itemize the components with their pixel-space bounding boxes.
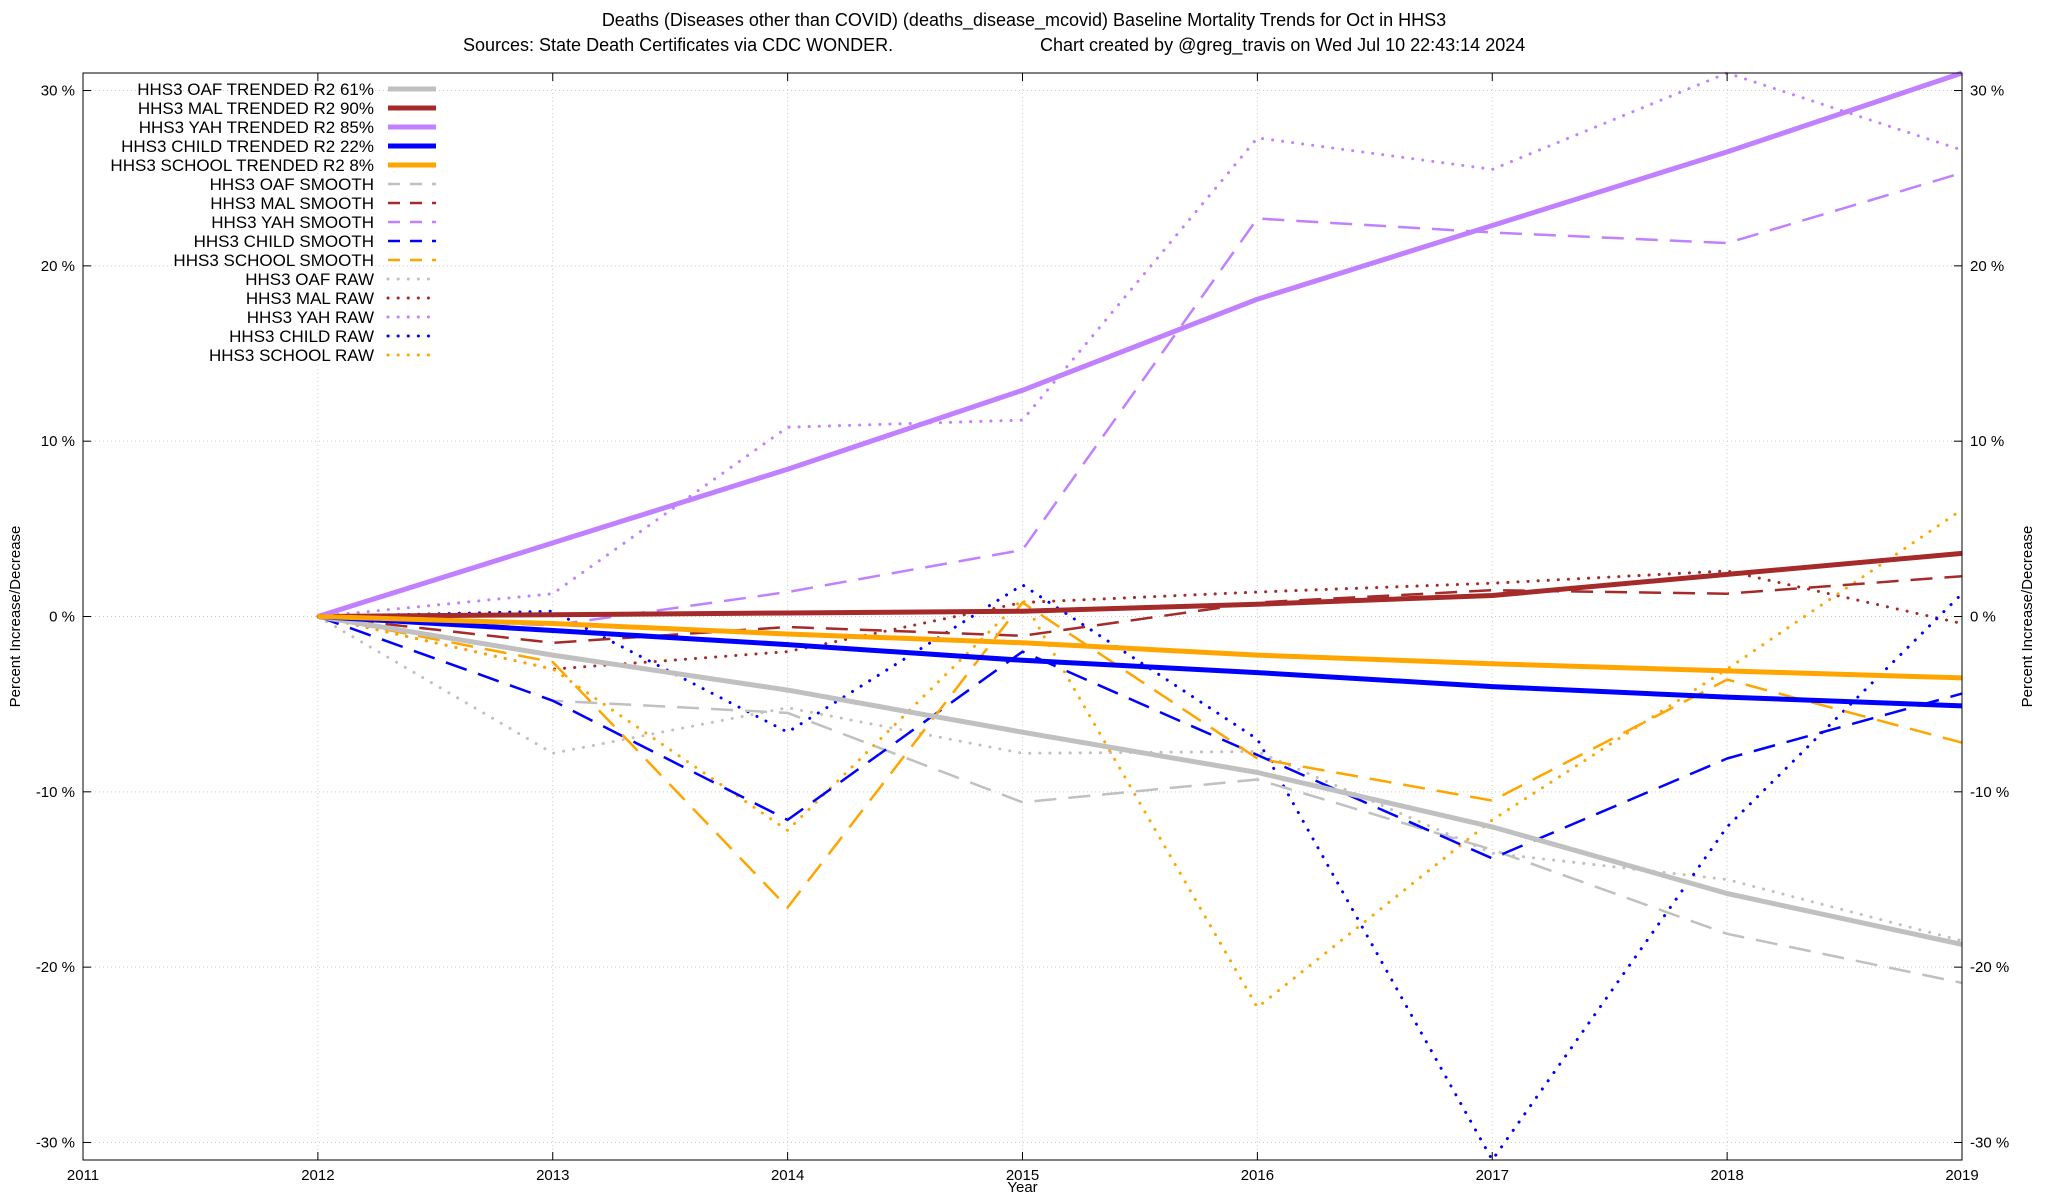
y-tick-label-right: 20 % bbox=[1970, 258, 2004, 275]
series-line-hhs3-yah-raw bbox=[316, 71, 1964, 618]
legend-label: HHS3 MAL RAW bbox=[246, 289, 374, 308]
series-line-hhs3-mal-smooth bbox=[317, 574, 1963, 645]
y-tick-label-left: -20 % bbox=[36, 959, 75, 976]
legend-label: HHS3 MAL SMOOTH bbox=[210, 194, 374, 213]
legend-label: HHS3 YAH RAW bbox=[247, 308, 374, 327]
y-tick-label-right: 10 % bbox=[1970, 433, 2004, 450]
series-line-hhs3-school-smooth bbox=[317, 601, 1963, 909]
series-line-hhs3-mal-trended-r2-90 bbox=[317, 550, 1963, 619]
x-axis-title: Year bbox=[1007, 1179, 1037, 1196]
series-line-hhs3-oaf-trended-r2-61 bbox=[317, 614, 1963, 947]
x-tick-label: 2015 bbox=[1006, 1167, 1039, 1184]
chart-subtitle-credit: Chart created by @greg_travis on Wed Jul… bbox=[1040, 35, 1525, 56]
legend-label: HHS3 CHILD SMOOTH bbox=[194, 232, 374, 251]
y-tick-label-left: 30 % bbox=[41, 83, 75, 100]
y-axis-title-left: Percent Increase/Decrease bbox=[7, 526, 24, 708]
axis-ticks: 2011 2012 2013 2014 2015 2016 2017 2018 2019 -30 … bbox=[36, 73, 2009, 1184]
y-tick-label-left: 20 % bbox=[41, 258, 75, 275]
y-tick-label-left: -10 % bbox=[36, 784, 75, 801]
y-tick-label-left: 10 % bbox=[41, 433, 75, 450]
legend-label: HHS3 OAF SMOOTH bbox=[210, 175, 374, 194]
x-tick-label: 2013 bbox=[536, 1167, 569, 1184]
y-tick-label-right: -30 % bbox=[1970, 1134, 2009, 1151]
chart-title: Deaths (Diseases other than COVID) (deat… bbox=[602, 10, 1446, 31]
x-tick-label: 2014 bbox=[771, 1167, 804, 1184]
legend-label: HHS3 SCHOOL SMOOTH bbox=[173, 251, 374, 270]
series-line-hhs3-school-trended-r2-8 bbox=[317, 614, 1963, 681]
legend-label: HHS3 MAL TRENDED R2 90% bbox=[138, 99, 374, 118]
legend-label: HHS3 YAH SMOOTH bbox=[211, 213, 374, 232]
legend-label: HHS3 CHILD RAW bbox=[229, 327, 374, 346]
x-tick-label: 2018 bbox=[1710, 1167, 1743, 1184]
legend-label: HHS3 CHILD TRENDED R2 22% bbox=[121, 137, 374, 156]
series-lines bbox=[316, 70, 1964, 1162]
legend: HHS3 OAF TRENDED R2 61%HHS3 MAL TRENDED … bbox=[110, 80, 438, 365]
y-tick-label-right: -20 % bbox=[1970, 959, 2009, 976]
series-line-hhs3-yah-trended-r2-85 bbox=[317, 70, 1963, 619]
x-tick-label: 2012 bbox=[301, 1167, 334, 1184]
x-tick-label: 2019 bbox=[1945, 1167, 1978, 1184]
legend-label: HHS3 SCHOOL TRENDED R2 8% bbox=[110, 156, 374, 175]
legend-label: HHS3 YAH TRENDED R2 85% bbox=[139, 118, 374, 137]
series-line-hhs3-school-raw bbox=[316, 508, 1964, 1009]
y-tick-label-left: -30 % bbox=[36, 1134, 75, 1151]
y-tick-label-right: 30 % bbox=[1970, 83, 2004, 100]
legend-label: HHS3 OAF TRENDED R2 61% bbox=[137, 80, 374, 99]
legend-label: HHS3 SCHOOL RAW bbox=[209, 346, 374, 365]
y-tick-label-right: -10 % bbox=[1970, 784, 2009, 801]
y-tick-label-left: 0 % bbox=[49, 609, 75, 626]
chart-subtitle-sources: Sources: State Death Certificates via CD… bbox=[463, 35, 893, 55]
y-tick-label-right: 0 % bbox=[1970, 609, 1996, 626]
series-line-hhs3-oaf-smooth bbox=[317, 615, 1963, 985]
x-tick-label: 2017 bbox=[1476, 1167, 1509, 1184]
legend-label: HHS3 OAF RAW bbox=[245, 270, 374, 289]
series-line-hhs3-child-trended-r2-22 bbox=[317, 614, 1963, 709]
x-tick-label: 2011 bbox=[67, 1167, 99, 1184]
series-line-hhs3-mal-raw bbox=[316, 569, 1964, 671]
series-line-hhs3-yah-smooth bbox=[317, 171, 1963, 627]
y-axis-title-right: Percent Increase/Decrease bbox=[2019, 526, 2036, 708]
x-tick-label: 2016 bbox=[1241, 1167, 1274, 1184]
series-line-hhs3-child-smooth bbox=[317, 615, 1963, 860]
